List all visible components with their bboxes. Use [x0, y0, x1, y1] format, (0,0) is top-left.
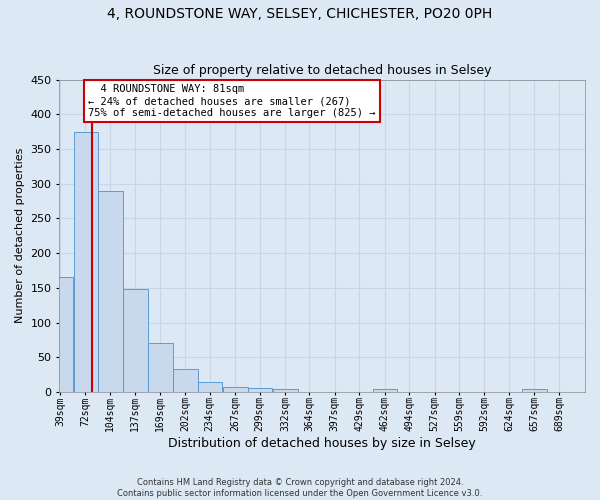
Title: Size of property relative to detached houses in Selsey: Size of property relative to detached ho…	[153, 64, 491, 77]
X-axis label: Distribution of detached houses by size in Selsey: Distribution of detached houses by size …	[168, 437, 476, 450]
Bar	[523, 390, 547, 392]
Bar	[98, 190, 122, 392]
Bar	[273, 390, 298, 392]
Bar	[48, 278, 73, 392]
Bar	[74, 132, 98, 392]
Bar	[248, 388, 272, 392]
Bar	[173, 369, 198, 392]
Bar	[373, 388, 397, 392]
Text: 4 ROUNDSTONE WAY: 81sqm
← 24% of detached houses are smaller (267)
75% of semi-d: 4 ROUNDSTONE WAY: 81sqm ← 24% of detache…	[88, 84, 376, 117]
Text: 4, ROUNDSTONE WAY, SELSEY, CHICHESTER, PO20 0PH: 4, ROUNDSTONE WAY, SELSEY, CHICHESTER, P…	[107, 8, 493, 22]
Bar	[198, 382, 223, 392]
Bar	[148, 344, 173, 392]
Bar	[223, 387, 248, 392]
Bar	[124, 290, 148, 392]
Text: Contains HM Land Registry data © Crown copyright and database right 2024.
Contai: Contains HM Land Registry data © Crown c…	[118, 478, 482, 498]
Y-axis label: Number of detached properties: Number of detached properties	[15, 148, 25, 324]
